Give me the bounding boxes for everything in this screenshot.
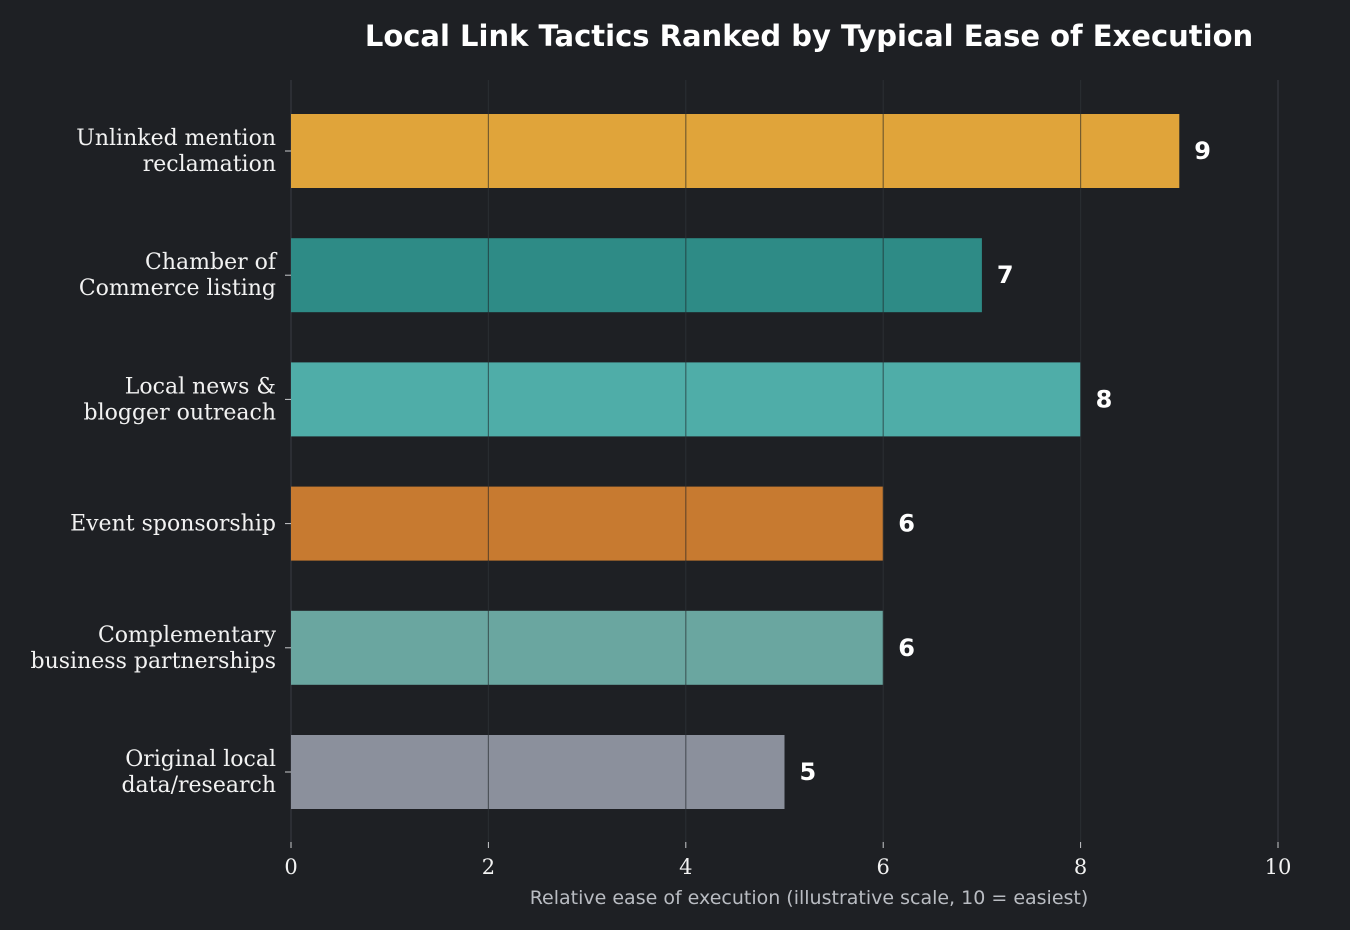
value-labels: 9 7 8 6 6 5	[800, 137, 1212, 786]
chart-title: Local Link Tactics Ranked by Typical Eas…	[365, 19, 1253, 53]
bar-6	[291, 735, 785, 809]
category-label-5-line-2: business partnerships	[31, 649, 276, 674]
value-label-6: 5	[800, 758, 817, 786]
bar-2	[291, 238, 982, 313]
category-label-2-line-1: Chamber of	[145, 250, 278, 275]
x-tick-label-4: 4	[679, 855, 692, 879]
bar-5	[291, 610, 884, 685]
category-label-3-line-1: Local news &	[125, 374, 276, 399]
category-label-1-line-2: reclamation	[143, 152, 276, 177]
category-label-3-line-2: blogger outreach	[84, 400, 276, 425]
category-label-2-line-2: Commerce listing	[79, 276, 276, 301]
category-label-6-line-1: Original local	[125, 747, 276, 772]
value-label-2: 7	[997, 261, 1014, 289]
bar-4	[291, 486, 884, 561]
value-label-4: 6	[898, 510, 915, 538]
value-label-3: 8	[1096, 385, 1113, 413]
x-tick-label-6: 6	[877, 855, 890, 879]
value-label-1: 9	[1194, 137, 1211, 165]
category-label-5-line-1: Complementary	[98, 623, 277, 648]
x-tick-label-2: 2	[482, 855, 495, 879]
x-tick-label-8: 8	[1074, 855, 1087, 879]
category-label-4-line-1: Event sponsorship	[70, 512, 276, 537]
value-label-5: 6	[898, 634, 915, 662]
category-label-6-line-2: data/research	[121, 773, 276, 798]
category-label-1-line-1: Unlinked mention	[76, 126, 276, 151]
x-axis-ticks: 0 2 4 6 8 10	[284, 842, 1291, 879]
x-tick-label-10: 10	[1265, 855, 1292, 879]
x-tick-label-0: 0	[284, 855, 297, 879]
grid-overlay	[487, 80, 1082, 842]
x-axis-label: Relative ease of execution (illustrative…	[530, 887, 1089, 909]
bars	[291, 114, 1180, 809]
bar-1	[291, 114, 1180, 188]
